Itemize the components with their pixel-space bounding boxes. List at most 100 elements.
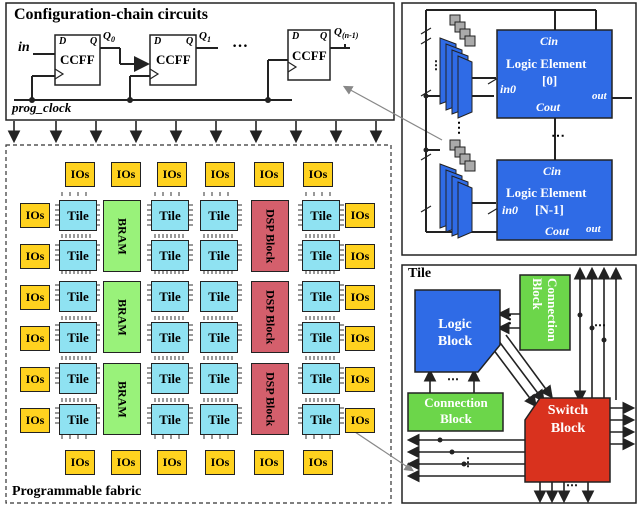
io-bottom-1: IOs [65,450,95,475]
config-chain-title: Configuration-chain circuits [14,6,208,23]
ccff0-q: Q [90,36,98,47]
tile: Tile [151,404,189,435]
q1-label: Q1 [199,30,211,45]
tile: Tile [151,200,189,231]
connection-block-right-label-wrap: Connection Block [522,278,568,348]
tile: Tile [302,200,340,231]
tile-detail-panel [401,264,637,504]
ccffn-label: CCFF [292,48,327,63]
logic-element-0 [496,29,613,119]
connection-block-right-label: Connection Block [530,278,560,342]
q0-label: Q0 [103,30,115,45]
config-chain-panel [5,2,395,121]
le0-in0: in0 [500,82,517,96]
io-top-6: IOs [303,162,333,187]
dsp-block: DSP Block [251,200,289,272]
io-left-6: IOs [20,408,50,433]
io-bottom-2: IOs [111,450,141,475]
le0-cout: Cout [536,100,561,114]
tile: Tile [200,200,238,231]
io-left-5: IOs [20,367,50,392]
lb-ticks [420,27,559,215]
tile-connection-block-right [519,274,571,351]
fabric-panel [5,144,392,504]
io-bottom-5: IOs [254,450,284,475]
io-right-4: IOs [345,326,375,351]
lb-dots-vert-2: ⋮ [452,121,466,136]
switch-block-label: Switch Block [547,403,589,436]
io-top-3: IOs [157,162,187,187]
le0-out: out [592,90,607,102]
ccffn-q: Q [320,31,328,42]
mux-stack-bottom [439,139,476,239]
fabric-title: Programmable fabric [12,484,142,499]
bram-block: BRAM [103,363,141,435]
td-dots-1: ⋮ [504,312,516,326]
in-label: in [18,40,30,55]
io-bottom-3: IOs [157,450,187,475]
tile: Tile [302,240,340,271]
le0-title: Logic Element [506,56,587,71]
io-bottom-6: IOs [303,450,333,475]
tile-detail-title: Tile [408,266,432,281]
len-out: out [586,223,601,235]
qn-label: Q(n-1) [334,26,359,41]
tile: Tile [59,363,97,394]
td-dots-5: ⋯ [566,478,578,492]
tile: Tile [59,240,97,271]
tile: Tile [151,363,189,394]
len-in0: in0 [502,203,519,217]
tile: Tile [59,281,97,312]
clock-label: prog_clock [12,100,72,115]
bram-block: BRAM [103,200,141,272]
tile: Tile [200,281,238,312]
tile: Tile [200,404,238,435]
tile: Tile [302,281,340,312]
ccff0-label: CCFF [60,52,95,67]
config-chain-wires [14,44,350,101]
io-right-2: IOs [345,244,375,269]
td-dots-4: ⋮ [462,455,474,469]
tile: Tile [151,322,189,353]
tile: Tile [302,363,340,394]
ccff-n [287,29,331,81]
io-left-1: IOs [20,203,50,228]
le0-index: [0] [542,73,558,88]
logic-block-label: Logic Block [437,317,473,349]
ccff1-d: D [154,36,162,47]
lb-dots-mid: ⋯ [551,129,565,144]
td-dots-2: ⋯ [447,372,459,386]
config-down-arrows [7,121,383,144]
tile: Tile [200,322,238,353]
io-top-5: IOs [254,162,284,187]
ccff-0 [54,34,101,86]
io-left-3: IOs [20,285,50,310]
dsp-block: DSP Block [251,281,289,353]
io-top-4: IOs [205,162,235,187]
logic-block-panel [401,2,637,256]
io-right-3: IOs [345,285,375,310]
bram-block: BRAM [103,281,141,353]
ccffn-d: D [292,31,300,42]
mux-stack-top [439,14,476,119]
io-bottom-4: IOs [205,450,235,475]
io-top-2: IOs [111,162,141,187]
td-dots-3: ⋯ [594,318,606,332]
io-top-1: IOs [65,162,95,187]
tile: Tile [200,363,238,394]
len-cout: Cout [545,224,570,238]
len-title: Logic Element [506,185,587,200]
ccff1-label: CCFF [156,52,191,67]
ccff0-d: D [59,36,67,47]
tile-logic-block [414,289,501,373]
io-right-1: IOs [345,203,375,228]
tile-detail-wires [406,266,636,504]
io-left-2: IOs [20,244,50,269]
tile-connection-block-bottom [407,392,504,432]
le0-cin: Cin [540,34,559,48]
tile: Tile [59,404,97,435]
io-left-4: IOs [20,326,50,351]
tile-switch-block [524,397,611,483]
